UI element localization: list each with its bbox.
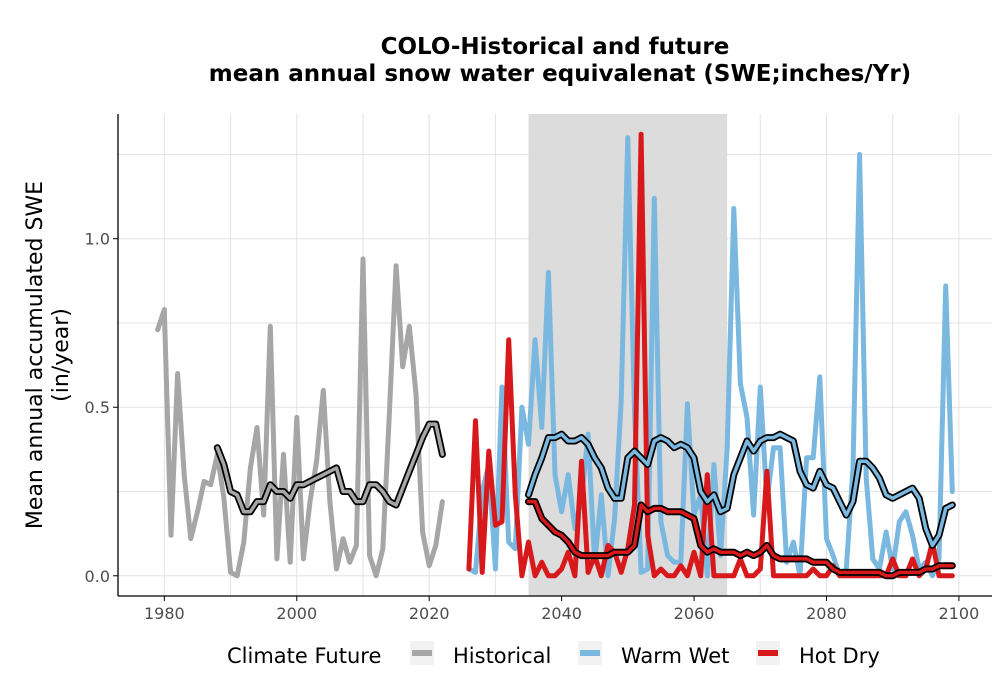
x-tick-label: 2000 [276,604,317,623]
x-tick-label: 1980 [144,604,185,623]
chart-subtitle: mean annual snow water equivalenat (SWE;… [209,61,911,87]
x-tick-label: 2100 [939,604,980,623]
y-tick-label: 0.5 [85,398,110,417]
trend-line-warm-wet [526,432,955,548]
x-axis-ticks: 1980 2000 2020 2040 2060 2080 2100 [144,596,979,623]
y-axis-label: Mean annual accumulated SWE [23,181,48,529]
chart-title: COLO-Historical and future [381,34,730,60]
y-tick-label: 1.0 [85,230,110,249]
trend-line-historical [215,422,445,514]
x-tick-label: 2060 [674,604,715,623]
legend: Climate Future Historical Warm Wet Hot Dry [227,641,880,668]
trend-line-hot-dry [526,499,955,578]
y-axis-ticks: 0.0 0.5 1.0 [85,230,118,586]
legend-label-warm-wet: Warm Wet [621,644,729,668]
y-tick-label: 0.0 [85,567,110,586]
x-tick-label: 2020 [409,604,450,623]
x-tick-label: 2080 [806,604,847,623]
legend-label-historical: Historical [453,644,551,668]
series-line-historical [155,256,445,579]
axes [117,114,992,597]
y-axis-units-label: (in/year) [49,308,74,402]
smoothed-trend-lines [213,420,956,580]
legend-label-hot-dry: Hot Dry [799,644,880,668]
x-tick-label: 2040 [541,604,582,623]
legend-title: Climate Future [227,644,381,668]
